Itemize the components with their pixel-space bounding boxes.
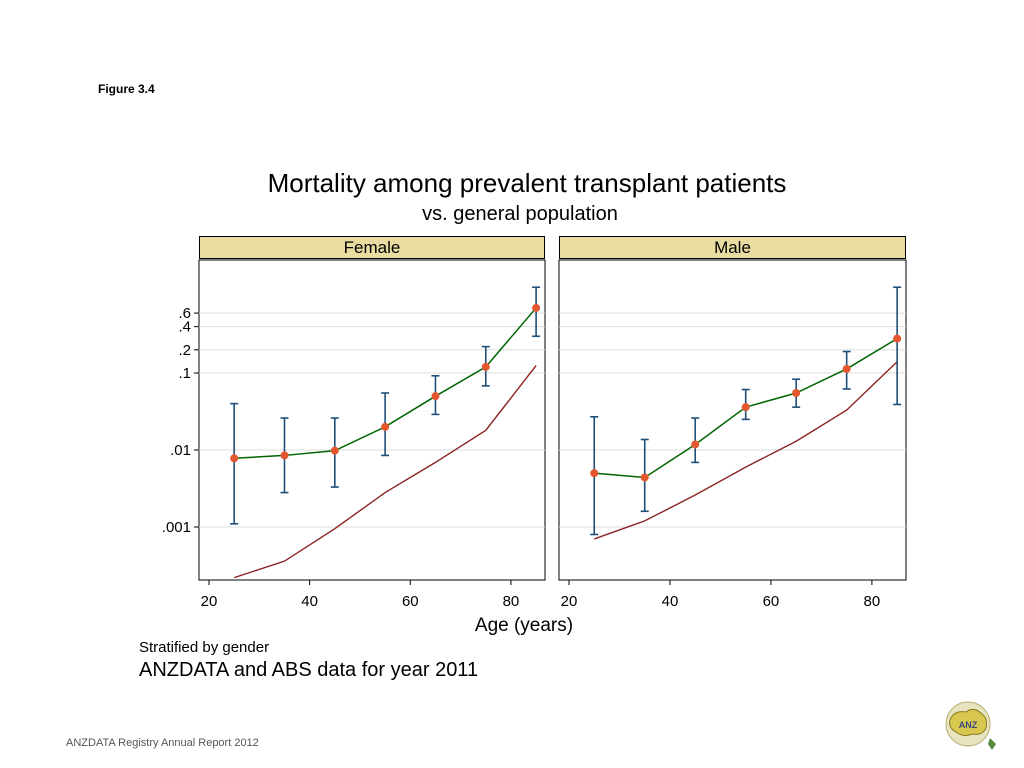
figure-label: Figure 3.4 xyxy=(98,82,155,96)
y-tick-label: .01 xyxy=(170,442,191,459)
observed-point xyxy=(792,388,801,397)
population-line-male xyxy=(594,361,898,540)
y-tick-label: .1 xyxy=(178,365,191,382)
observed-point xyxy=(381,422,390,431)
chart-subtitle: vs. general population xyxy=(422,203,618,225)
population-line-female xyxy=(233,365,537,579)
anzdata-logo: ANZ xyxy=(945,701,996,750)
x-axis-label: Age (years) xyxy=(474,615,574,636)
svg-text:ANZ: ANZ xyxy=(959,720,978,730)
y-tick-label: .2 xyxy=(178,342,191,359)
observed-point xyxy=(431,392,440,401)
x-tick-label: 40 xyxy=(662,593,679,610)
panel-header-male: Male xyxy=(559,236,906,259)
observed-point xyxy=(330,446,339,455)
note-stratified: Stratified by gender xyxy=(139,639,270,656)
x-tick-label: 40 xyxy=(301,593,318,610)
x-tick-label: 20 xyxy=(561,593,578,610)
observed-point xyxy=(280,451,289,460)
chart-title: Mortality among prevalent transplant pat… xyxy=(267,168,787,198)
observed-point xyxy=(842,364,851,373)
x-tick-label: 80 xyxy=(503,593,520,610)
x-tick-label: 80 xyxy=(864,593,881,610)
y-tick-label: .4 xyxy=(178,319,191,336)
observed-point xyxy=(590,469,599,478)
observed-point xyxy=(481,362,490,371)
observed-point xyxy=(893,334,902,343)
x-tick-label: 20 xyxy=(201,593,218,610)
note-data-source: ANZDATA and ABS data for year 2011 xyxy=(139,659,479,681)
observed-point xyxy=(532,303,541,312)
plot-frame-male xyxy=(558,259,907,581)
observed-point xyxy=(741,403,750,412)
y-tick-label: .6 xyxy=(178,305,191,322)
x-tick-label: 60 xyxy=(763,593,780,610)
x-tick-label: 60 xyxy=(402,593,419,610)
observed-point xyxy=(230,454,239,463)
panel-header-female: Female xyxy=(199,236,545,259)
footer-text: ANZDATA Registry Annual Report 2012 xyxy=(66,737,259,749)
observed-point xyxy=(691,440,700,449)
observed-point xyxy=(640,473,649,482)
y-tick-label: .001 xyxy=(162,519,191,536)
